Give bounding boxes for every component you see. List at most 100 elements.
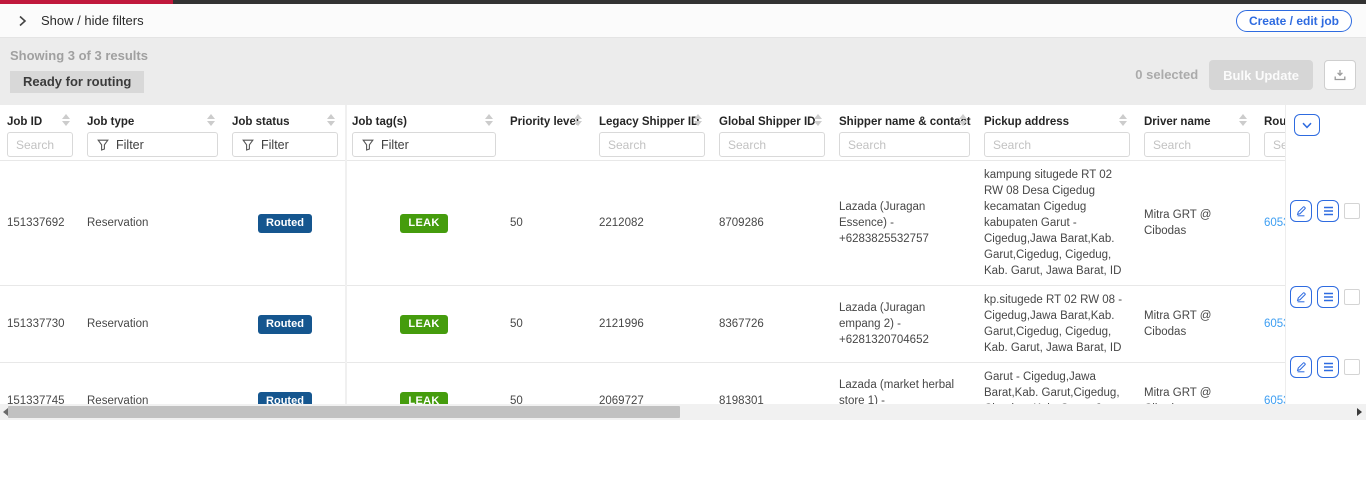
- cell-driver-name: Mitra GRT @ Cibodas: [1144, 209, 1212, 237]
- column-header-job-status: Job status Filter: [225, 105, 345, 160]
- job-id-search-input[interactable]: [7, 132, 73, 157]
- sort-carets-icon[interactable]: [959, 114, 967, 126]
- cell-legacy-shipper-id: 2069727: [599, 395, 644, 404]
- selected-count-text: 0 selected: [1135, 67, 1199, 82]
- cell-global-shipper-id: 8709286: [719, 217, 764, 229]
- pencil-icon: [1295, 361, 1307, 373]
- row-actions-panel: [1285, 105, 1366, 404]
- sort-carets-icon[interactable]: [62, 114, 70, 126]
- show-hide-filters-toggle[interactable]: Show / hide filters: [18, 13, 144, 28]
- cell-job-type: Reservation: [87, 318, 149, 330]
- tag-badge: LEAK: [400, 391, 448, 404]
- column-settings-button[interactable]: [1294, 114, 1320, 136]
- sort-carets-icon[interactable]: [1119, 114, 1127, 126]
- column-header-pickup-address: Pickup address: [977, 105, 1137, 160]
- sort-carets-icon[interactable]: [327, 114, 335, 126]
- status-badge: Routed: [258, 314, 312, 334]
- route-link[interactable]: 6053: [1264, 395, 1290, 404]
- cell-pickup-address: kampung situgede RT 02 RW 08 Desa Cigedu…: [984, 169, 1122, 277]
- row-actions: [1286, 160, 1366, 261]
- download-button[interactable]: [1324, 60, 1356, 90]
- job-type-filter-dropdown[interactable]: Filter: [87, 132, 218, 157]
- funnel-icon: [362, 139, 374, 151]
- column-label: Priority level: [510, 116, 580, 128]
- cell-priority-level: 50: [510, 217, 523, 229]
- cell-route: 6053: [1257, 363, 1312, 404]
- cell-job-type: Reservation: [87, 395, 149, 404]
- cell-priority-level: 50: [510, 395, 523, 404]
- funnel-icon: [242, 139, 254, 151]
- cell-job-status: Routed: [225, 161, 345, 285]
- legacy-shipper-id-search-input[interactable]: [599, 132, 705, 157]
- column-label: Job ID: [7, 116, 43, 128]
- funnel-icon: [97, 139, 109, 151]
- row-checkbox[interactable]: [1344, 202, 1360, 219]
- cell-job-tags: LEAK: [345, 161, 503, 285]
- job-details-button[interactable]: [1317, 356, 1339, 378]
- cell-route: 6053: [1257, 161, 1312, 285]
- column-header-job-id: Job ID: [0, 105, 80, 160]
- job-details-button[interactable]: [1317, 285, 1339, 308]
- cell-job-tags: LEAK: [345, 286, 503, 362]
- cell-driver-name: Mitra GRT @ Cibodas: [1144, 387, 1212, 404]
- cell-priority-level: 50: [510, 318, 523, 330]
- filter-dropdown-label: Filter: [261, 137, 289, 152]
- cell-global-shipper-id: 8367726: [719, 318, 764, 330]
- route-link[interactable]: 6053: [1264, 217, 1290, 229]
- filter-dropdown-label: Filter: [381, 137, 409, 152]
- driver-name-search-input[interactable]: [1144, 132, 1250, 157]
- sort-carets-icon[interactable]: [574, 114, 582, 126]
- row-checkbox[interactable]: [1344, 288, 1360, 305]
- download-icon: [1333, 68, 1347, 82]
- cell-pickup-address: Garut - Cigedug,Jawa Barat,Kab. Garut,Ci…: [984, 371, 1122, 404]
- row-actions: [1286, 332, 1366, 402]
- job-status-filter-dropdown[interactable]: Filter: [232, 132, 338, 157]
- results-count-text: Showing 3 of 3 results: [10, 48, 148, 63]
- column-label: Global Shipper ID: [719, 116, 816, 128]
- fixed-column-divider: [345, 105, 347, 404]
- edit-job-button[interactable]: [1290, 356, 1312, 378]
- table-body: 151337692 Reservation Routed LEAK 50 221…: [0, 160, 1340, 404]
- route-link[interactable]: 6053: [1264, 318, 1290, 330]
- jobs-table: Job ID Job type Filter Job status: [0, 105, 1366, 420]
- global-shipper-id-search-input[interactable]: [719, 132, 825, 157]
- filters-toggle-label: Show / hide filters: [41, 13, 144, 28]
- row-actions: [1286, 261, 1366, 332]
- job-tags-filter-dropdown[interactable]: Filter: [352, 132, 496, 157]
- job-details-button[interactable]: [1317, 199, 1339, 222]
- edit-job-button[interactable]: [1290, 285, 1312, 308]
- scrollbar-thumb[interactable]: [8, 406, 680, 418]
- column-header-job-tags: Job tag(s) Filter: [345, 105, 503, 160]
- filter-dropdown-label: Filter: [116, 137, 144, 152]
- cell-job-status: Routed: [225, 286, 345, 362]
- pickup-address-search-input[interactable]: [984, 132, 1130, 157]
- column-label: Pickup address: [984, 116, 1070, 128]
- column-header-legacy-shipper-id: Legacy Shipper ID: [592, 105, 712, 160]
- row-checkbox[interactable]: [1344, 359, 1360, 375]
- column-label: Shipper name & contact: [839, 116, 971, 128]
- sort-carets-icon[interactable]: [1239, 114, 1247, 126]
- horizontal-scrollbar: [0, 404, 1366, 420]
- chevron-right-icon: [18, 15, 27, 27]
- sort-carets-icon[interactable]: [694, 114, 702, 126]
- column-label: Driver name: [1144, 116, 1211, 128]
- filters-toggle-bar: Show / hide filters Create / edit job: [0, 4, 1366, 38]
- table-row: 151337730 Reservation Routed LEAK 50 212…: [0, 285, 1340, 362]
- sort-carets-icon[interactable]: [485, 114, 493, 126]
- scroll-right-arrow-icon[interactable]: [1357, 408, 1362, 416]
- menu-icon: [1323, 206, 1334, 216]
- tab-ready-for-routing[interactable]: Ready for routing: [10, 71, 145, 93]
- shipper-name-search-input[interactable]: [839, 132, 970, 157]
- sort-carets-icon[interactable]: [207, 114, 215, 126]
- loading-progress-bar: [0, 0, 1366, 4]
- cell-pickup-address: kp.situgede RT 02 RW 08 - Cigedug,Jawa B…: [984, 294, 1123, 354]
- bulk-update-button[interactable]: Bulk Update: [1209, 60, 1313, 90]
- column-label: Legacy Shipper ID: [599, 116, 700, 128]
- table-row: 151337745 Reservation Routed LEAK 50 206…: [0, 362, 1340, 404]
- create-edit-job-button[interactable]: Create / edit job: [1235, 9, 1352, 32]
- cell-job-tags: LEAK: [345, 363, 503, 404]
- edit-job-button[interactable]: [1290, 199, 1312, 222]
- sort-carets-icon[interactable]: [814, 114, 822, 126]
- scroll-left-arrow-icon[interactable]: [3, 408, 8, 416]
- chevron-down-icon: [1302, 122, 1312, 129]
